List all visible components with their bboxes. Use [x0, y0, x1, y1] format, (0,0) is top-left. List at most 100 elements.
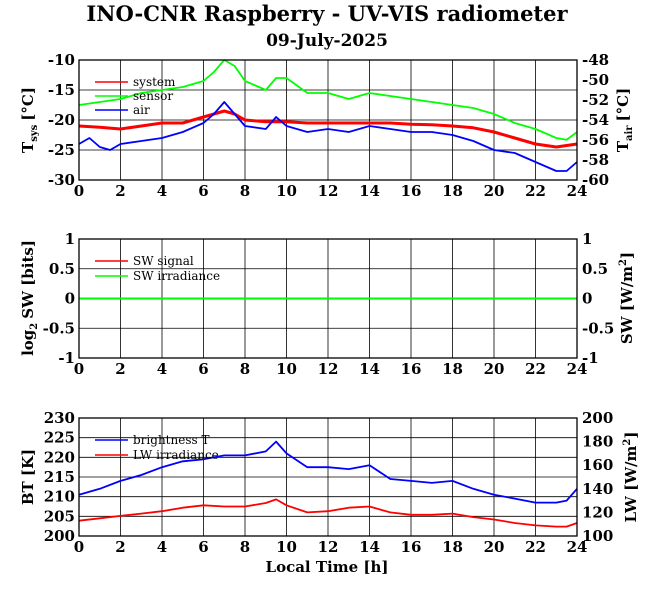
x-tick-label: 2 — [115, 360, 125, 378]
x-ticks: 0 2 4 6 8 10 12 14 16 18 20 22 24 — [74, 538, 588, 556]
y-tick-label-left: -15 — [48, 81, 75, 99]
y-tick-label-left: 0.5 — [49, 260, 75, 278]
legend-label-lw-irradiance: LW irradiance — [133, 448, 219, 462]
y-tick-label-right: 200 — [582, 409, 613, 427]
x-axis-label: Local Time [h] — [266, 558, 389, 576]
chart-subtitle: 09-July-2025 — [266, 31, 388, 51]
y-tick-label-left: -10 — [48, 51, 75, 69]
y-axis-label-left: Tsys[°C] — [19, 87, 40, 153]
plot-frame — [78, 417, 578, 537]
x-tick-label: 22 — [525, 538, 546, 556]
x-tick-label: 0 — [74, 360, 84, 378]
panel-sw: 10.50-0.5-1 10.50-0.5-1 0 2 4 6 8 10 12 14 16 18 2… — [19, 230, 636, 378]
y-axis-label-left: log2SW [bits] — [19, 240, 40, 356]
y-tick-label-left: 225 — [44, 429, 75, 447]
y-tick-label-right: -54 — [582, 111, 609, 129]
y-ticks-right: 1 0.5 0 -0.5 -1 — [582, 230, 614, 367]
x-tick-label: 14 — [359, 360, 380, 378]
y-ticks-left: 1 0.5 0 -0.5 -1 — [43, 230, 75, 367]
y-tick-label-right: 0.5 — [582, 260, 608, 278]
legend-label-sw-irradiance: SW irradiance — [133, 269, 220, 283]
x-tick-label: 0 — [74, 182, 84, 200]
x-tick-label: 20 — [484, 538, 505, 556]
y-ticks-left: -10 -15 -20 -25 -30 — [48, 51, 75, 189]
y-tick-label-right: 160 — [582, 456, 613, 474]
x-tick-label: 14 — [359, 182, 380, 200]
y-tick-label-left: 0 — [65, 290, 75, 308]
x-tick-label: 16 — [401, 538, 422, 556]
x-tick-label: 12 — [318, 182, 339, 200]
y-tick-label-left: -30 — [48, 171, 75, 189]
x-tick-label: 4 — [157, 182, 167, 200]
y-tick-label-right: 180 — [582, 433, 613, 451]
y-tick-label-left: 215 — [44, 468, 75, 486]
y-tick-label-left: -20 — [48, 111, 75, 129]
legend-label-air: air — [133, 103, 150, 117]
x-tick-label: 10 — [276, 182, 297, 200]
x-tick-label: 10 — [276, 538, 297, 556]
x-tick-label: 14 — [359, 538, 380, 556]
y-tick-label-left: 205 — [44, 507, 75, 525]
x-tick-label: 4 — [157, 360, 167, 378]
y-tick-label-right: 0 — [582, 290, 592, 308]
x-tick-label: 12 — [318, 360, 339, 378]
y-tick-label-left: 1 — [65, 230, 75, 248]
y-tick-label-left: -1 — [58, 349, 75, 367]
y-tick-label-right: -0.5 — [582, 319, 614, 337]
y-axis-label-right: SW [W/m2] — [618, 252, 636, 344]
x-tick-label: 18 — [442, 182, 463, 200]
series-layer — [78, 59, 578, 172]
legend-label-system: system — [133, 75, 176, 89]
legend-label-brightness-t: brightness T — [133, 433, 209, 447]
y-tick-label-right: 1 — [582, 230, 592, 248]
y-tick-label-left: 220 — [44, 448, 75, 466]
legend-label-sensor: sensor — [133, 89, 173, 103]
y-tick-label-right: -58 — [582, 151, 609, 169]
y-tick-label-left: 200 — [44, 527, 75, 545]
x-tick-label: 20 — [484, 360, 505, 378]
x-tick-label: 18 — [442, 360, 463, 378]
plot-frame — [78, 59, 578, 181]
y-tick-label-left: -25 — [48, 141, 75, 159]
legend-label-sw-signal: SW signal — [133, 254, 194, 268]
x-ticks: 0 2 4 6 8 10 12 14 16 18 20 22 24 — [74, 360, 588, 378]
x-tick-label: 24 — [567, 538, 588, 556]
y-axis-label-right: LW [W/m2] — [622, 432, 640, 523]
y-tick-label-right: 100 — [582, 527, 613, 545]
x-tick-label: 16 — [401, 360, 422, 378]
x-tick-label: 2 — [115, 182, 125, 200]
y-axis-label-right: Tair[°C] — [614, 88, 635, 152]
x-ticks: 0 2 4 6 8 10 12 14 16 18 20 22 24 — [74, 182, 588, 200]
y-tick-label-left: 210 — [44, 488, 75, 506]
x-tick-label: 24 — [567, 182, 588, 200]
y-ticks-right: -48 -50 -52 -54 -56 -58 -60 — [582, 51, 609, 189]
series-layer — [78, 440, 578, 528]
y-tick-label-right: 140 — [582, 480, 613, 498]
y-tick-label-right: -48 — [582, 51, 609, 69]
y-tick-label-right: -52 — [582, 91, 609, 109]
x-tick-label: 22 — [525, 360, 546, 378]
legend: brightness T LW irradiance — [95, 433, 219, 462]
series-line-system — [78, 109, 578, 149]
x-tick-label: 6 — [198, 360, 208, 378]
x-tick-label: 12 — [318, 538, 339, 556]
y-tick-label-right: -1 — [582, 349, 599, 367]
y-axis-label-left: BT [K] — [19, 449, 37, 505]
x-tick-label: 8 — [240, 182, 250, 200]
series-line-air — [78, 101, 578, 172]
y-tick-label-right: -60 — [582, 171, 609, 189]
y-ticks-right: 200 180 160 140 120 100 — [582, 409, 613, 545]
panel-temperatures: -10 -15 -20 -25 -30 -48 -50 -52 -54 -56 -58 -60 0 2… — [19, 51, 635, 200]
x-tick-label: 6 — [198, 538, 208, 556]
x-tick-label: 22 — [525, 182, 546, 200]
x-tick-label: 8 — [240, 360, 250, 378]
x-tick-label: 10 — [276, 360, 297, 378]
grid — [79, 418, 577, 536]
x-tick-label: 4 — [157, 538, 167, 556]
plot-frame — [78, 238, 578, 359]
series-line-brightness-t — [78, 440, 578, 504]
x-tick-label: 18 — [442, 538, 463, 556]
